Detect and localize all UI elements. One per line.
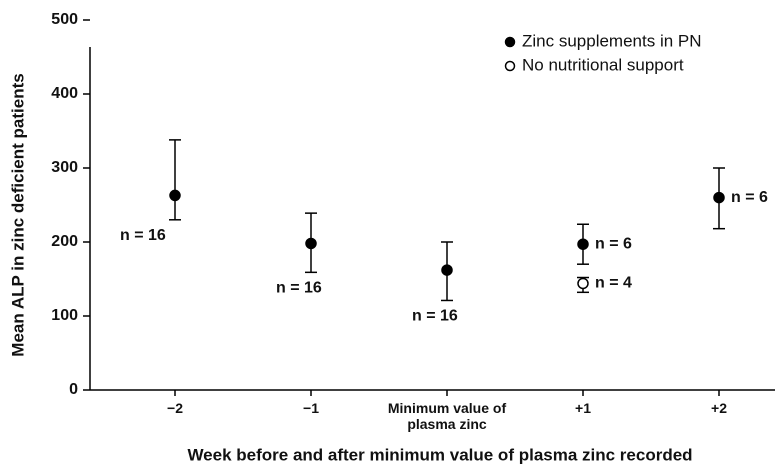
data-point xyxy=(441,264,453,276)
legend-label: Zinc supplements in PN xyxy=(522,31,702,50)
data-point xyxy=(305,237,317,250)
x-tick-label: Minimum value of plasma zinc xyxy=(387,400,507,432)
y-tick-label: 400 xyxy=(51,85,78,102)
n-label: n = 16 xyxy=(412,308,458,325)
data-point xyxy=(713,191,725,204)
data-point xyxy=(577,277,589,290)
legend-marker xyxy=(504,60,516,72)
y-tick-label: 0 xyxy=(69,381,78,398)
y-tick-label: 300 xyxy=(51,159,78,176)
x-tick-label: +2 xyxy=(711,400,727,416)
n-label: n = 16 xyxy=(120,227,166,244)
x-tick-label: −2 xyxy=(167,400,183,416)
x-tick-label: −1 xyxy=(303,400,319,416)
y-tick-label: 200 xyxy=(51,233,78,250)
data-point xyxy=(169,189,181,202)
n-label: n = 4 xyxy=(595,275,632,292)
legend-box xyxy=(498,27,776,83)
n-label: n = 16 xyxy=(276,280,322,297)
y-axis-label: Mean ALP in zinc deficient patients xyxy=(8,73,27,356)
y-tick-label: 100 xyxy=(51,307,78,324)
data-point xyxy=(577,238,589,250)
legend-label: No nutritional support xyxy=(522,55,684,74)
n-label: n = 6 xyxy=(595,235,632,252)
x-axis-label: Week before and after minimum value of p… xyxy=(187,445,692,464)
y-tick-label: 500 xyxy=(51,11,78,28)
n-label: n = 6 xyxy=(731,189,768,206)
x-tick-label: +1 xyxy=(575,400,591,416)
legend-marker xyxy=(504,36,516,48)
